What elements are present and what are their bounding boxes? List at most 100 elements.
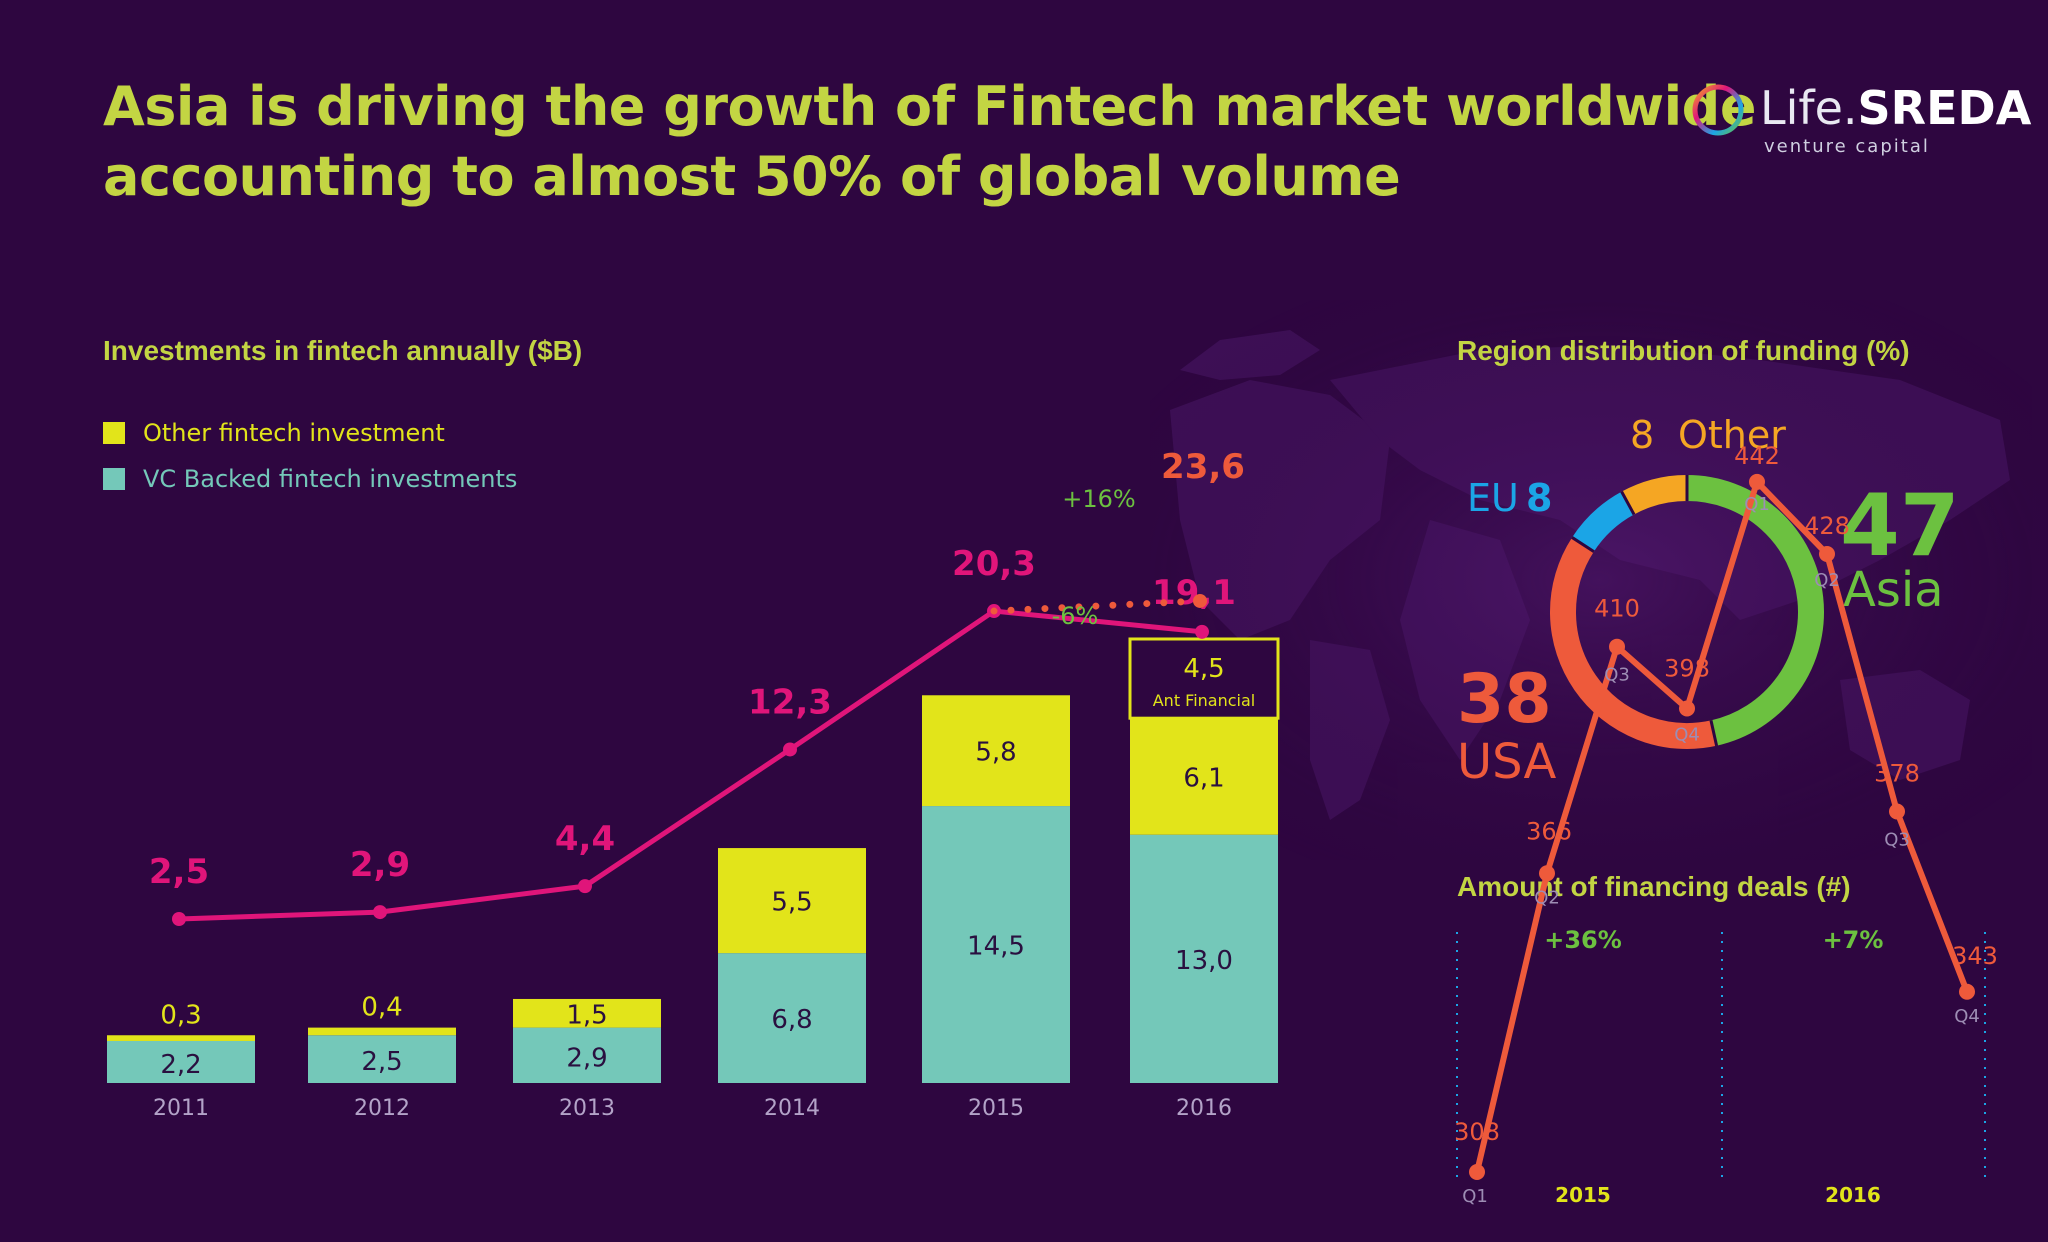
bar-ant-financial-2016 (1128, 637, 1280, 720)
bar-vc-2014 (718, 953, 866, 1083)
logo-ring-icon (1692, 84, 1744, 136)
bar-vc-2015 (922, 806, 1070, 1083)
deals-value-3: 398 (1664, 655, 1710, 683)
deals-year-2015: 2015 (1555, 1183, 1611, 1207)
bar-vc-2016 (1130, 834, 1278, 1083)
bar-other-2015 (922, 695, 1070, 807)
legend-swatch-other (103, 422, 125, 444)
deals-year-2016: 2016 (1825, 1183, 1881, 1207)
deals-point-0 (1469, 1164, 1485, 1180)
donut-separator (1571, 536, 1595, 553)
donut-slice-other (1621, 475, 1688, 515)
deals-chart-title: Amount of financing deals (#) (1457, 871, 1851, 902)
x-tick-2014: 2014 (764, 1096, 820, 1121)
bar-label-vc-2016: 13,0 (1175, 946, 1233, 976)
total-label-2012: 2,9 (350, 845, 410, 885)
bar-label-vc-2015: 14,5 (967, 932, 1025, 962)
total-label-2013: 4,4 (555, 819, 615, 859)
deals-value-2: 410 (1594, 595, 1640, 623)
deals-quarter-4: Q1 (1744, 494, 1770, 515)
logo-wordmark: Life.SREDA (1760, 78, 2031, 138)
region-name-usa: USA (1457, 734, 1556, 790)
total-point-2012 (373, 905, 387, 920)
bar-vc-2013 (513, 1027, 661, 1083)
bar-other-2012 (308, 1027, 456, 1036)
page-title: Asia is driving the growth of Fintech ma… (103, 72, 1756, 212)
deals-point-2 (1609, 638, 1625, 655)
bar-vc-2012 (308, 1035, 456, 1083)
bar-label-vc-2014: 6,8 (771, 1005, 812, 1035)
projection-line (990, 597, 1204, 615)
total-label-2016: 19,1 (1152, 573, 1236, 613)
deals-value-7: 343 (1952, 942, 1998, 970)
investments-bar-chart: 2,2 0,3 2011 2,5 0,4 2012 2,9 1,5 2013 6,8 5,5 2014… (107, 447, 1280, 1121)
deals-quarter-6: Q3 (1884, 830, 1910, 851)
bar-label-other-2016: 6,1 (1183, 763, 1224, 793)
bar-label-other-2013: 1,5 (566, 1000, 607, 1030)
deals-point-3 (1679, 700, 1695, 717)
deals-quarter-7: Q4 (1954, 1006, 1980, 1027)
x-tick-2011: 2011 (153, 1096, 209, 1121)
deals-growth-2016: +7% (1823, 926, 1884, 954)
deals-quarter-3: Q4 (1674, 725, 1700, 746)
deals-quarter-5: Q2 (1814, 570, 1840, 591)
x-tick-2015: 2015 (968, 1096, 1024, 1121)
bar-label-other-2012: 0,4 (361, 993, 402, 1023)
deals-point-7 (1959, 983, 1975, 1000)
deals-line (1474, 478, 1970, 1173)
bar-label-other-2011: 0,3 (160, 1000, 201, 1030)
x-tick-2012: 2012 (354, 1096, 410, 1121)
deals-point-6 (1889, 803, 1905, 820)
total-point-2013 (578, 879, 592, 894)
deals-line-chart: +36% 2015 +7% 2016 308 Q1 366 Q2 410 Q3 398 Q4 442 Q1… (1454, 442, 1998, 1207)
region-value-eu: 8 (1526, 476, 1552, 520)
world-map-background (1150, 300, 2048, 860)
legend-label-other: Other fintech investment (143, 419, 445, 447)
bar-label-ant-financial: 4,5 (1183, 654, 1224, 684)
x-tick-2016: 2016 (1176, 1096, 1232, 1121)
legend-item-other: Other fintech investment (103, 410, 517, 456)
legend-item-vc: VC Backed fintech investments (103, 456, 517, 502)
total-point-2016 (1195, 624, 1209, 639)
deals-quarter-1: Q2 (1534, 887, 1560, 908)
total-label-2014: 12,3 (748, 682, 832, 722)
legend-label-vc: VC Backed fintech investments (143, 465, 518, 493)
x-tick-2013: 2013 (559, 1096, 615, 1121)
region-value-other: 8 (1630, 413, 1654, 457)
bar-note-ant-financial: Ant Financial (1153, 691, 1256, 710)
projection-label: 23,6 (1161, 447, 1245, 487)
region-name-asia: Asia (1843, 562, 1944, 618)
region-value-usa: 38 (1457, 660, 1552, 739)
legend-swatch-vc (103, 468, 125, 490)
region-chart-title: Region distribution of funding (%) (1457, 335, 1910, 366)
bar-label-vc-2011: 2,2 (160, 1050, 201, 1080)
bar-label-vc-2013: 2,9 (566, 1043, 607, 1073)
bar-other-2011 (107, 1035, 255, 1041)
deals-point-1 (1539, 865, 1555, 882)
change-down-label: -6% (1052, 602, 1099, 630)
deals-value-1: 366 (1526, 817, 1572, 845)
bar-label-other-2014: 5,5 (771, 888, 812, 918)
total-label-2015: 20,3 (952, 544, 1036, 584)
bar-other-2014 (718, 848, 866, 954)
bar-other-2016 (1130, 718, 1278, 835)
page-title-line-1: Asia is driving the growth of Fintech ma… (103, 75, 1756, 138)
deals-value-0: 308 (1454, 1118, 1500, 1146)
life-sreda-logo: Life.SREDA venture capital (1690, 78, 2031, 168)
deals-value-6: 378 (1874, 760, 1920, 788)
region-name-eu: EU (1467, 476, 1519, 520)
total-label-2011: 2,5 (149, 852, 209, 892)
deals-value-4: 442 (1734, 442, 1780, 470)
donut-separator (1709, 720, 1719, 747)
donut-slice-eu (1572, 491, 1635, 552)
donut-slice-asia (1686, 475, 1824, 746)
projection-point (1193, 593, 1207, 608)
logo-name-part1: Life. (1760, 81, 1858, 135)
page-title-line-2: accounting to almost 50% of global volum… (103, 145, 1401, 208)
deals-growth-2015: +36% (1544, 926, 1622, 954)
total-line (178, 608, 1203, 922)
donut-separator (1620, 490, 1636, 516)
deals-quarter-0: Q1 (1462, 1186, 1488, 1207)
